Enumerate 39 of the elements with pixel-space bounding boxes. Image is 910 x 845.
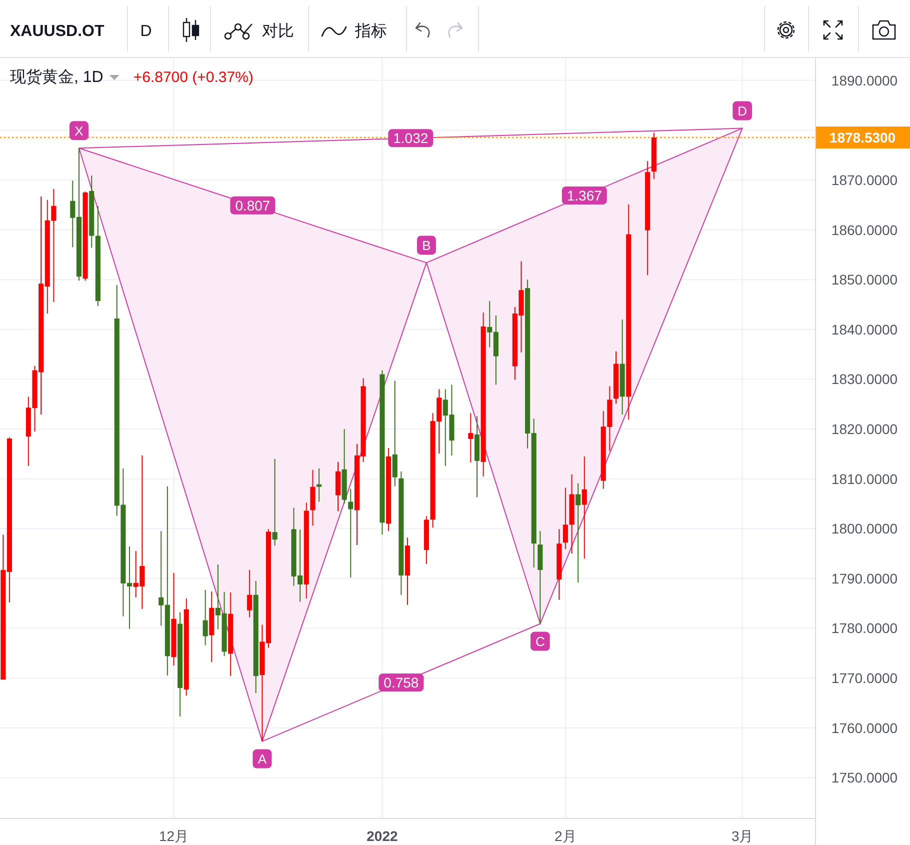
point-label: X [69, 121, 88, 140]
y-tick-label: 1830.0000 [831, 371, 898, 388]
x-tick-label: 2022 [366, 828, 398, 844]
annotation: B [422, 238, 431, 253]
y-tick-label: 1750.0000 [831, 770, 898, 786]
ratio-label: 1.367 [562, 186, 607, 204]
ref-line-label: 1878.5300 [829, 130, 896, 146]
y-tick-label: 1850.0000 [831, 272, 898, 288]
y-tick-label: 1760.0000 [831, 720, 898, 736]
y-tick-label: 1860.0000 [831, 222, 898, 238]
legend-row: 现货黄金, 1D +6.8700 (+0.37%) [10, 69, 254, 86]
ratio-label: 1.032 [388, 129, 434, 148]
point-label: A [252, 749, 272, 768]
y-tick-label: 1800.0000 [831, 520, 898, 537]
x-tick-label: 12月 [158, 828, 189, 844]
point-label: B [416, 236, 436, 255]
ratio-label: 0.758 [378, 674, 424, 692]
y-tick-label: 1780.0000 [831, 620, 898, 636]
x-tick-label: 3月 [731, 828, 754, 844]
annotation: 1.367 [566, 187, 602, 204]
ratio-label: 0.807 [230, 196, 276, 214]
y-tick-label: 1840.0000 [831, 321, 898, 338]
y-tick-label: 1810.0000 [831, 470, 898, 487]
annotation: 0.807 [235, 197, 270, 214]
point-label: D [732, 101, 752, 120]
price-label: 1878.5300 [816, 126, 910, 149]
y-tick-label: 1790.0000 [831, 570, 898, 586]
annotation: A [258, 751, 267, 766]
annotation: 0.758 [384, 674, 419, 691]
annotation: C [535, 634, 545, 649]
y-tick-label: 1870.0000 [831, 172, 898, 188]
annotation: X [74, 123, 84, 138]
toolbar: XAUUSD.OT D 对比 指标 [0, 0, 910, 58]
y-tick-label: 1770.0000 [831, 670, 898, 686]
annotation: D [738, 103, 748, 118]
y-tick-label: 1820.0000 [831, 421, 898, 438]
x-tick-label: 2月 [554, 828, 576, 844]
annotation: 1.032 [393, 130, 428, 146]
y-tick-label: 1890.0000 [831, 72, 898, 88]
